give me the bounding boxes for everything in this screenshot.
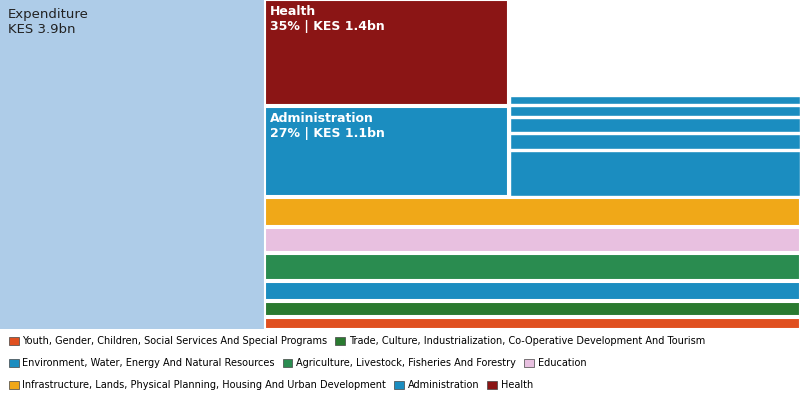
Bar xyxy=(265,318,800,329)
Legend: Environment, Water, Energy And Natural Resources, Agriculture, Livestock, Fisher: Environment, Water, Energy And Natural R… xyxy=(9,358,586,368)
Text: Administration
27% | KES 1.1bn: Administration 27% | KES 1.1bn xyxy=(270,111,385,140)
Bar xyxy=(265,302,800,316)
Bar xyxy=(510,96,800,103)
Legend: Youth, Gender, Children, Social Services And Special Programs, Trade, Culture, I: Youth, Gender, Children, Social Services… xyxy=(9,336,706,346)
Bar xyxy=(265,254,800,280)
Bar xyxy=(265,282,800,300)
Bar xyxy=(510,152,800,196)
Bar xyxy=(265,228,800,252)
Bar xyxy=(265,198,800,226)
Bar xyxy=(265,107,508,196)
Bar xyxy=(510,105,800,115)
Text: Expenditure
KES 3.9bn: Expenditure KES 3.9bn xyxy=(8,8,89,36)
Legend: Infrastructure, Lands, Physical Planning, Housing And Urban Development, Adminis: Infrastructure, Lands, Physical Planning… xyxy=(9,380,533,390)
Bar xyxy=(265,0,508,105)
Text: Health
35% | KES 1.4bn: Health 35% | KES 1.4bn xyxy=(270,5,385,33)
Bar xyxy=(510,117,800,132)
Bar xyxy=(0,0,265,329)
Bar xyxy=(510,134,800,150)
